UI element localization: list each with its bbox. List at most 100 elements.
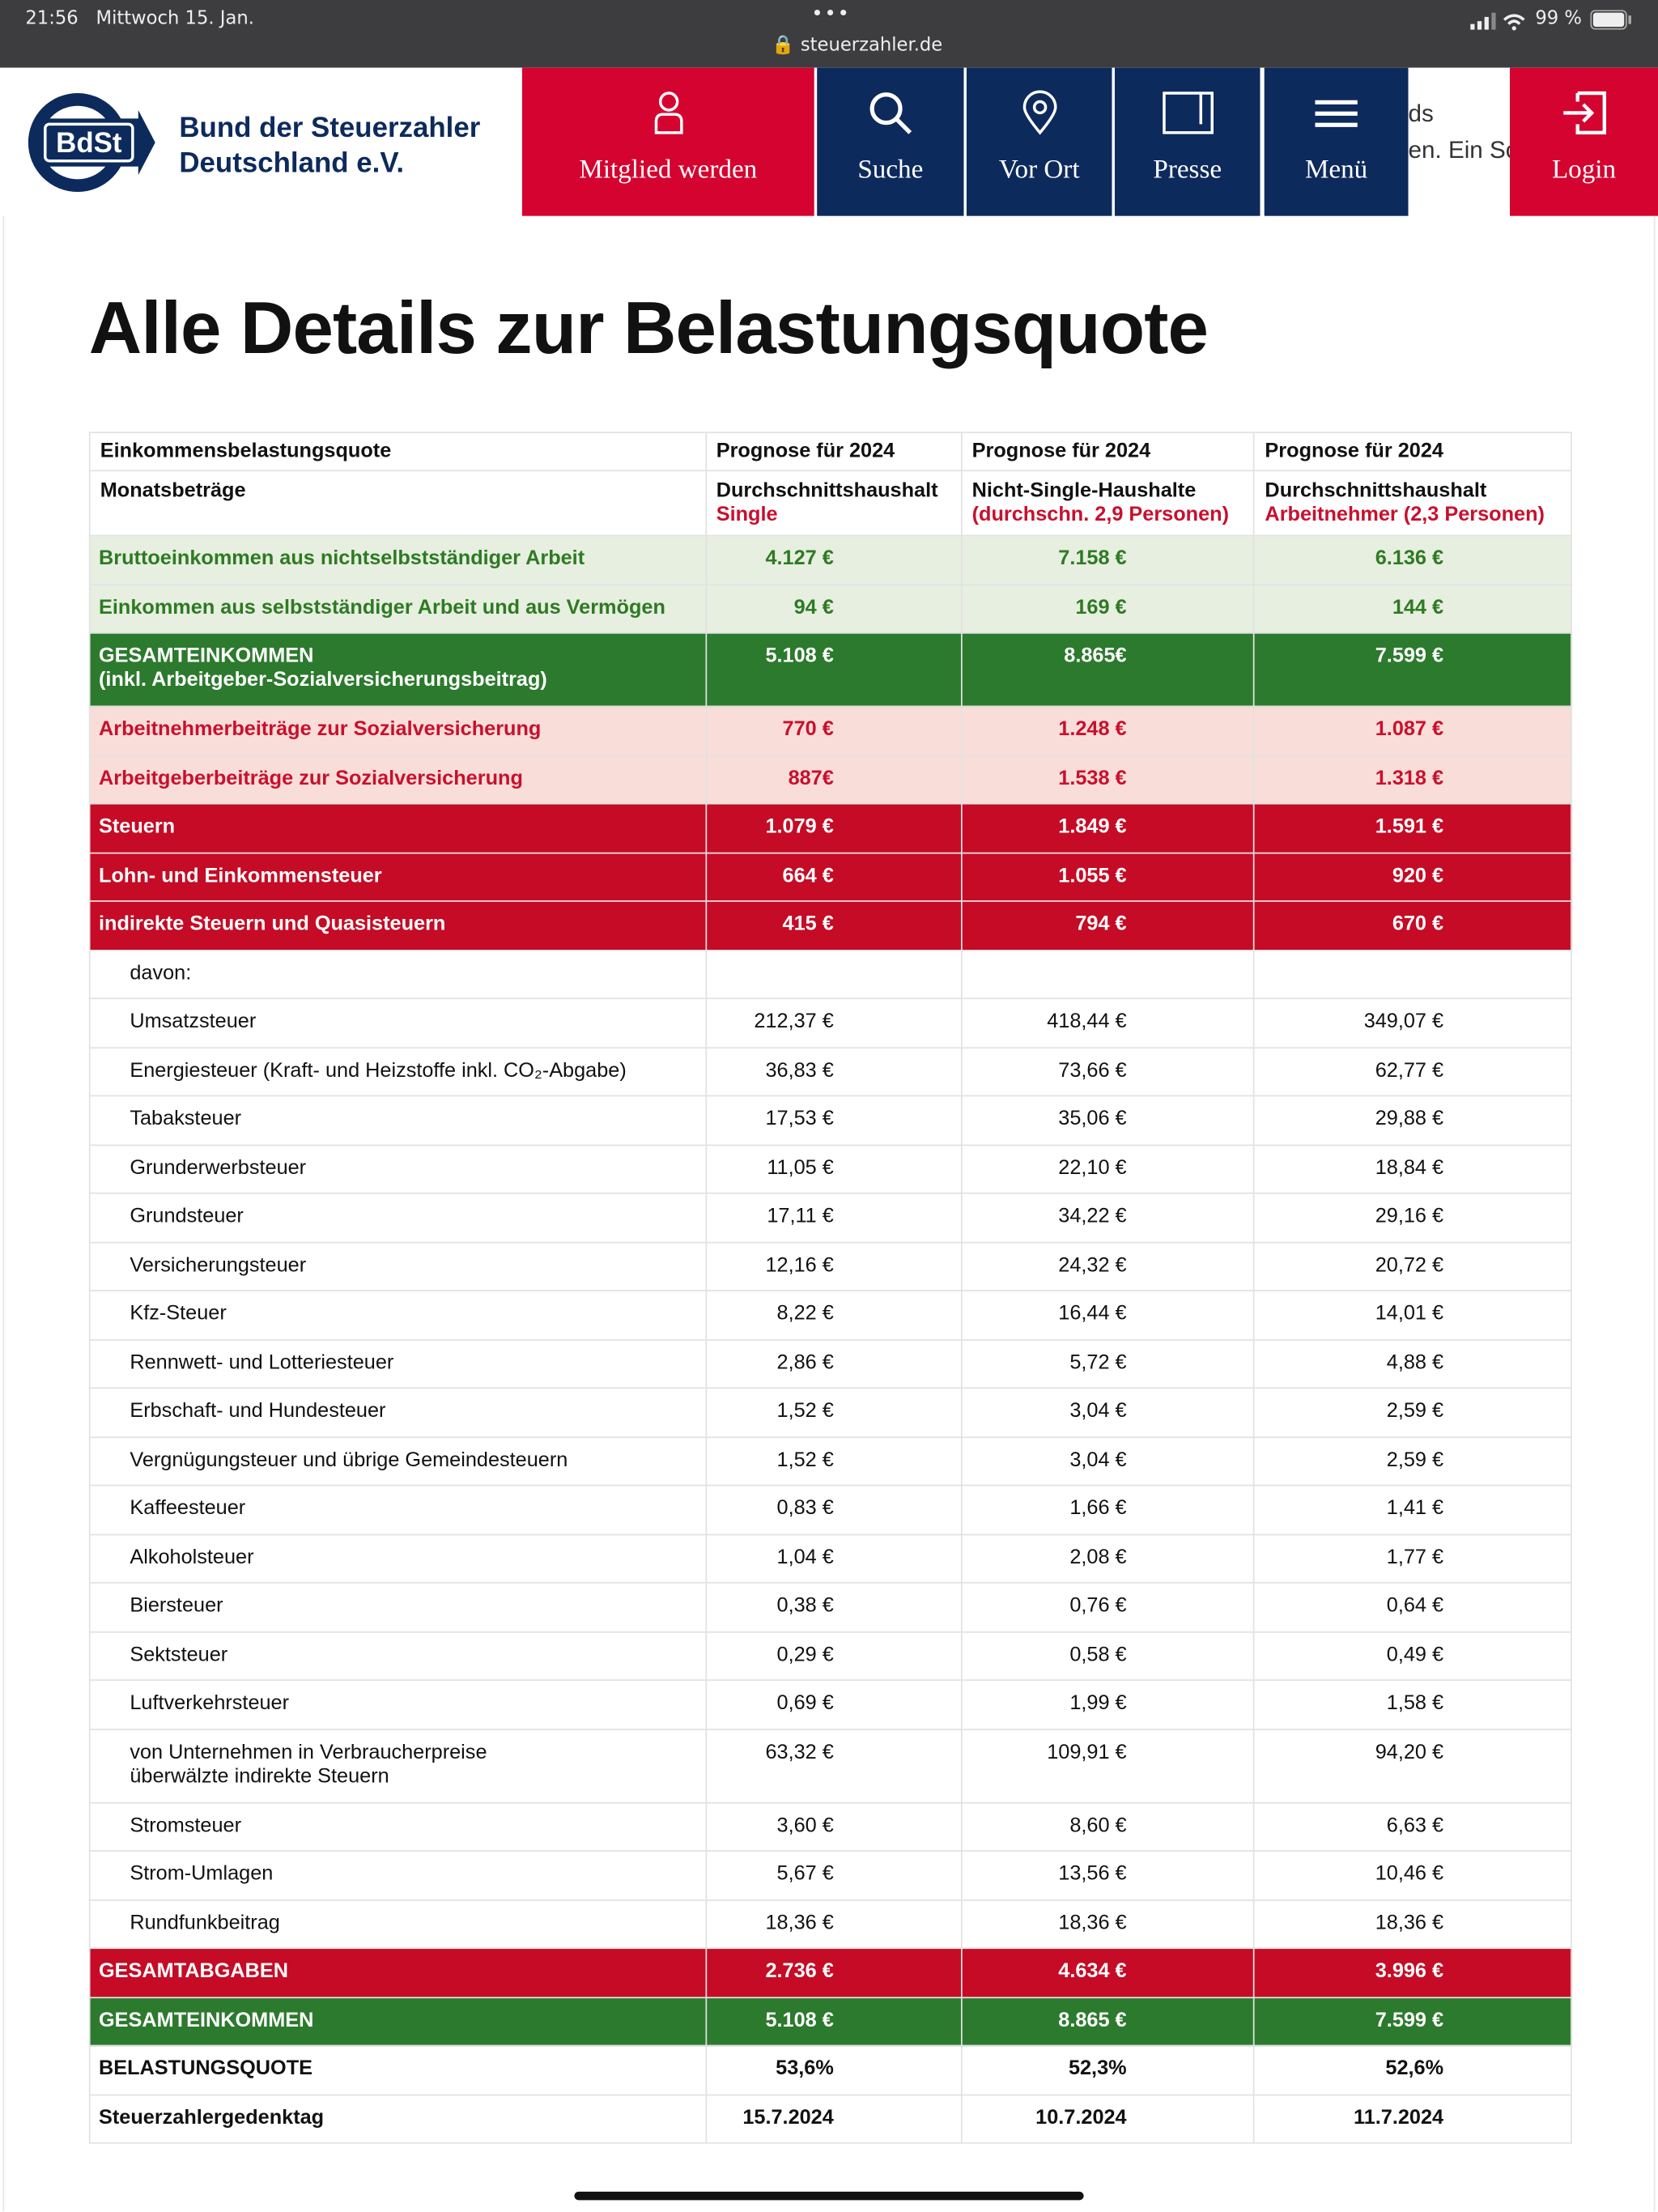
label-cell: Strom-Umlagen [88,1850,707,1900]
value-cell: 415 € [704,900,963,951]
empty-cell [960,949,1256,1000]
value-cell: 18,36 € [704,1899,963,1950]
nav-label: Suche [857,155,924,185]
value-cell: 20,72 € [1253,1240,1572,1291]
label-cell: BELASTUNGSQUOTE [88,2044,707,2095]
value-cell: 7.599 € [1253,632,1572,708]
value-cell: 3,60 € [704,1801,963,1852]
value-cell: 7.158 € [960,534,1256,585]
content: Alle Details zur Belastungsquote Einkomm… [2,215,1656,2212]
value-cell: 169 € [960,583,1256,634]
text: ds [1408,100,1434,127]
value-cell: 770 € [704,705,963,756]
table-row: Vergnügungsteuer und übrige Gemeindesteu… [88,1436,1572,1487]
nav-member[interactable]: Mitglied werden [521,67,814,216]
nav-search[interactable]: Suche [817,67,964,216]
label-cell: Rennwett- und Lotteriesteuer [88,1338,707,1389]
table-row: Luftverkehrsteuer 0,69 €1,99 €1,58 € [88,1679,1572,1730]
table-row: Lohn- und Einkommensteuer 664 €1.055 €920… [88,851,1572,902]
nav-login[interactable]: Login [1510,67,1658,216]
label-cell: Sektsteuer [88,1631,707,1681]
label-cell: Lohn- und Einkommensteuer [88,851,707,902]
value-cell: 18,36 € [960,1899,1256,1950]
value-cell: 3,04 € [960,1387,1256,1438]
table-row: Rundfunkbeitrag 18,36 €18,36 €18,36 € [88,1899,1572,1950]
nav-label: Presse [1153,155,1222,185]
value-cell: 0,76 € [960,1581,1256,1632]
value-cell: 1.538 € [960,754,1256,805]
table-row: Strom-Umlagen 5,67 €13,56 €10,46 € [88,1850,1572,1900]
value-cell: 0,64 € [1253,1581,1572,1632]
table-row: Versicherungsteuer 12,16 €24,32 €20,72 € [88,1240,1572,1291]
tax-table: Einkommensbelastungsquote Prognose für 20… [88,432,1572,2144]
value-cell: 3,04 € [960,1436,1256,1487]
value-cell: 52,3% [960,2044,1256,2095]
label-cell: Vergnügungsteuer und übrige Gemeindesteu… [88,1436,707,1487]
value-cell: 5,67 € [704,1850,963,1900]
label-cell: Versicherungsteuer [88,1240,707,1291]
label-cell: Kfz-Steuer [88,1290,707,1340]
value-cell: 1.591 € [1253,802,1572,853]
value-cell: 17,53 € [704,1095,963,1146]
value-cell: 10.7.2024 [960,2093,1256,2144]
value-cell: 1.087 € [1253,705,1572,756]
table-row: Stromsteuer 3,60 €8,60 €6,63 € [88,1801,1572,1852]
url[interactable]: 🔒 steuerzahler.de [772,35,943,57]
table-row: Arbeitgeberbeiträge zur Sozialversicheru… [88,754,1572,805]
nav-press[interactable]: Presse [1114,67,1261,216]
nav-menu[interactable]: Menü [1264,67,1409,216]
logo[interactable]: BdSt [25,91,155,195]
signal-icons [1470,12,1525,31]
value-cell: 13,56 € [960,1850,1256,1900]
value-cell: 1,52 € [704,1436,963,1487]
value-cell: 16,44 € [960,1290,1256,1340]
table-row: Rennwett- und Lotteriesteuer 2,86 €5,72 €… [88,1338,1572,1389]
value-cell: 3.996 € [1253,1947,1572,1998]
table-row: Steuern 1.079 €1.849 €1.591 € [88,802,1572,853]
nav-local[interactable]: Vor Ort [966,67,1112,216]
label-cell: Energiesteuer (Kraft- und Heizstoffe ink… [88,1046,707,1097]
label-cell: Grundsteuer [88,1192,707,1243]
table-row: von Unternehmen in Verbraucherpreise übe… [88,1728,1572,1803]
table-row: Bruttoeinkommen aus nichtselbstständiger… [88,534,1572,585]
nav-label: Vor Ort [998,155,1080,185]
header-cell: Nicht-Single-Haushalte (durchschn. 2,9 Pe… [960,470,1256,537]
dots: ••• [811,2,851,26]
value-cell: 1,52 € [704,1387,963,1438]
value-cell: 8,60 € [960,1801,1256,1852]
header-cell: Monatsbeträge [88,470,707,537]
header-main: Durchschnittshaushalt [716,479,938,503]
value-cell: 5.108 € [704,632,963,708]
value-cell: 4.127 € [704,534,963,585]
header-row: Einkommensbelastungsquote Prognose für 20… [88,432,1572,472]
value-cell: 53,6% [704,2044,963,2095]
label-cell: Luftverkehrsteuer [88,1679,707,1730]
label-cell: GESAMTEINKOMMEN [88,1996,707,2047]
value-cell: 15.7.2024 [704,2093,963,2144]
label-cell: Kaffeesteuer [88,1484,707,1535]
table-row: GESAMTABGABEN 2.736 €4.634 €3.996 € [88,1947,1572,1998]
value-cell: 0,29 € [704,1631,963,1681]
value-cell: 17,11 € [704,1192,963,1243]
value-cell: 94 € [704,583,963,634]
value-cell: 36,83 € [704,1046,963,1097]
value-cell: 0,58 € [960,1631,1256,1681]
table-row: Steuerzahlergedenktag 15.7.2024 10.7.2024 1… [88,2093,1572,2144]
status-bar: 21:56 Mittwoch 15. Jan. ••• 🔒 steuerzahl… [0,0,1658,68]
value-cell: 1.318 € [1253,754,1572,805]
label-cell: Arbeitnehmerbeiträge zur Sozialversicher… [88,705,707,756]
label-cell: davon: [88,949,707,1000]
header-cell: Prognose für 2024 [1253,432,1572,472]
nav-label: Mitglied werden [579,155,758,185]
table-row: Einkommen aus selbstständiger Arbeit und… [88,583,1572,634]
value-cell: 887€ [704,754,963,805]
icon [1162,91,1214,134]
battery-icon [1590,10,1631,30]
value-cell: 7.599 € [1253,1996,1572,2047]
table-row: Alkoholsteuer 1,04 €2,08 €1,77 € [88,1533,1572,1584]
value-cell: 0,83 € [704,1484,963,1535]
table-row: Kfz-Steuer 8,22 €16,44 €14,01 € [88,1290,1572,1340]
table-row: Grunderwerbsteuer 11,05 €22,10 €18,84 € [88,1143,1572,1194]
value-cell: 18,84 € [1253,1143,1572,1194]
